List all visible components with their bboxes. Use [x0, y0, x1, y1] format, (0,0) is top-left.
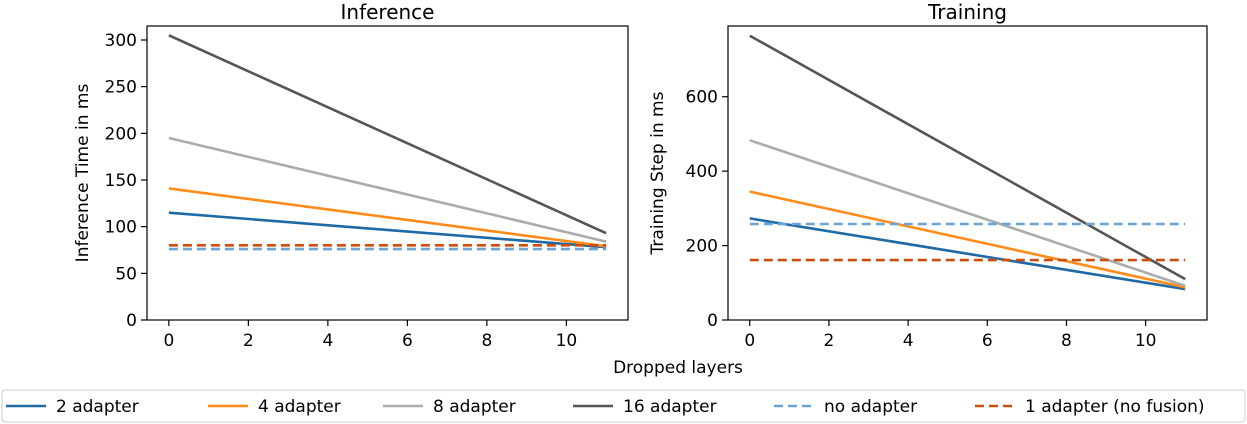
x-axis-label: Dropped layers [613, 358, 743, 378]
x-tick-label: 8 [481, 331, 492, 351]
plot-frame [146, 25, 629, 321]
y-tick-label: 200 [686, 237, 718, 257]
legend-item-no-adapter: no adapter [774, 397, 917, 417]
x-tick-label: 0 [744, 331, 755, 351]
x-tick-label: 10 [556, 331, 578, 351]
legend: 2 adapter 4 adapter 8 adapter 16 adapter no … [1, 389, 1246, 423]
x-tick-label: 4 [903, 331, 914, 351]
panel-title: Training [927, 0, 1007, 24]
y-tick-label: 250 [105, 78, 137, 98]
y-tick-label: 50 [115, 264, 137, 284]
y-axis-label: Inference Time in ms [73, 84, 93, 263]
plot-frame [727, 25, 1208, 321]
y-tick-label: 400 [686, 162, 718, 182]
x-tick-label: 2 [243, 331, 254, 351]
series-line-4-adapter [168, 187, 607, 248]
legend-item-8-adapter: 8 adapter [383, 397, 516, 417]
x-tick-label: 2 [824, 331, 835, 351]
legend-item-16-adapter: 16 adapter [573, 397, 717, 417]
panel-inference: 0 2 4 6 8 10050100150200250300InferenceInfere… [73, 0, 629, 351]
y-tick-label: 150 [105, 171, 137, 191]
panel-training: 0 2 4 6 8 10 0 200 400 600 Training Training Step i… [648, 0, 1208, 351]
series-line-16-adapter [749, 34, 1186, 281]
series-line-2-adapter [168, 211, 607, 249]
legend-item-1-adapter-no-fusion: 1 adapter (no fusion) [975, 397, 1205, 417]
legend-label: 1 adapter (no fusion) [1025, 397, 1205, 417]
x-tick-label: 10 [1135, 331, 1157, 351]
series-line-8-adapter [749, 139, 1186, 288]
legend-label: 2 adapter [56, 397, 139, 417]
y-tick-label: 300 [105, 31, 137, 51]
y-tick-label: 200 [105, 124, 137, 144]
panel-title: Inference [341, 0, 435, 24]
x-tick-label: 4 [322, 331, 333, 351]
legend-label: no adapter [824, 397, 917, 417]
legend-item-2-adapter: 2 adapter [6, 397, 139, 417]
legend-label: 4 adapter [258, 397, 341, 417]
x-tick-label: 6 [402, 331, 413, 351]
legend-frame [1, 389, 1246, 423]
y-axis-label: Training Step in ms [648, 91, 668, 255]
x-tick-label: 8 [1061, 331, 1072, 351]
x-tick-label: 0 [163, 331, 174, 351]
series-line-16-adapter [168, 34, 607, 235]
legend-item-4-adapter: 4 adapter [208, 397, 341, 417]
series-line-2-adapter [749, 217, 1186, 291]
legend-label: 16 adapter [623, 397, 717, 417]
series-line-4-adapter [749, 190, 1186, 289]
y-tick-label: 600 [686, 88, 718, 108]
y-tick-label: 0 [707, 311, 718, 331]
legend-label: 8 adapter [433, 397, 516, 417]
y-tick-label: 100 [105, 218, 137, 238]
x-tick-label: 6 [982, 331, 993, 351]
y-tick-label: 0 [126, 311, 137, 331]
series-line-8-adapter [168, 136, 607, 243]
